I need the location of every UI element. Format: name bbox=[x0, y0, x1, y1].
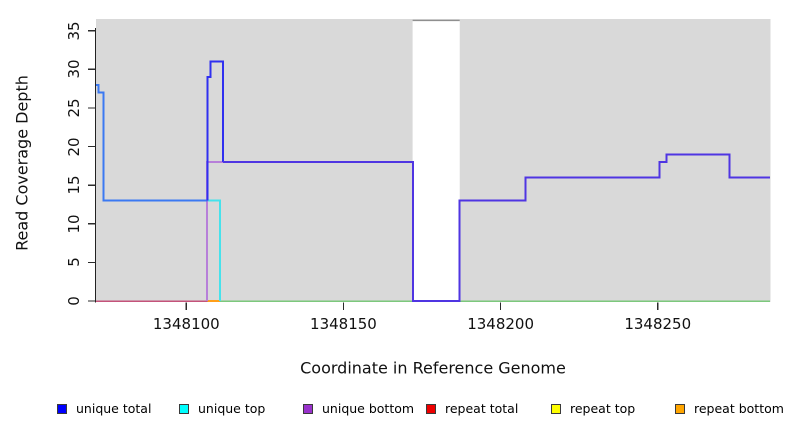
legend-label: unique top bbox=[198, 401, 266, 416]
y-tick-label: 5 bbox=[65, 257, 83, 268]
legend-swatch bbox=[426, 404, 436, 414]
legend-item-repeat-top: repeat top bbox=[551, 399, 635, 419]
x-tick-label: 1348250 bbox=[624, 315, 692, 333]
x-tick-label: 1348200 bbox=[467, 315, 534, 333]
series-total-left bbox=[96, 83, 208, 202]
y-axis-title: Read Coverage Depth bbox=[12, 75, 32, 251]
legend: unique total unique top unique bottom repea… bbox=[0, 399, 792, 421]
y-tick-label: 30 bbox=[65, 59, 83, 79]
y-tick-label: 0 bbox=[65, 296, 83, 306]
legend-item-unique-top: unique top bbox=[179, 399, 265, 419]
legend-label: repeat top bbox=[570, 401, 636, 416]
legend-swatch bbox=[551, 404, 561, 414]
x-tick-label: 1348150 bbox=[310, 315, 377, 333]
x-axis-title: Coordinate in Reference Genome bbox=[300, 358, 566, 378]
x-tick-label: 1348100 bbox=[152, 315, 220, 333]
legend-item-unique-total: unique total bbox=[57, 399, 151, 419]
legend-label: unique total bbox=[76, 401, 152, 416]
legend-label: repeat bottom bbox=[694, 401, 784, 416]
legend-swatch bbox=[303, 404, 313, 414]
y-tick-label: 35 bbox=[65, 21, 83, 41]
legend-swatch bbox=[57, 404, 67, 414]
legend-item-repeat-bottom: repeat bottom bbox=[675, 399, 784, 419]
legend-label: unique bottom bbox=[322, 401, 415, 416]
gap-region bbox=[412, 19, 460, 302]
legend-item-repeat-total: repeat total bbox=[426, 399, 518, 419]
y-tick-label: 10 bbox=[65, 214, 83, 234]
legend-item-unique-bottom: unique bottom bbox=[303, 399, 414, 419]
legend-swatch bbox=[179, 404, 189, 414]
y-tick-label: 20 bbox=[65, 136, 83, 157]
legend-swatch bbox=[675, 404, 685, 414]
y-tick-label: 15 bbox=[65, 175, 83, 195]
series-total-right bbox=[223, 153, 770, 302]
series-total-spike bbox=[206, 60, 225, 201]
legend-label: repeat total bbox=[445, 401, 519, 416]
y-tick-label: 25 bbox=[65, 98, 83, 118]
